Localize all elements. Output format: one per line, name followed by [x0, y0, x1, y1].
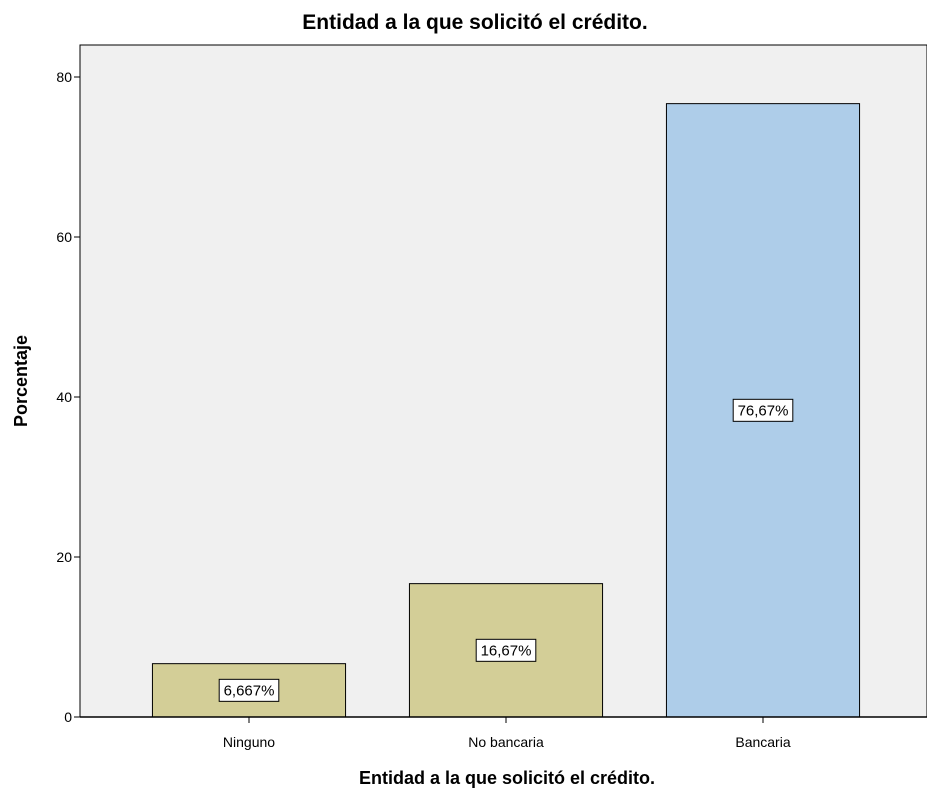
y-axis: 0 20 40 60 80	[56, 69, 80, 725]
x-tick-label: No bancaria	[468, 734, 544, 750]
x-tick-label: Bancaria	[735, 734, 790, 750]
y-tick-label: 40	[56, 389, 72, 405]
data-label-box	[475, 638, 537, 662]
data-label: 16,67%	[481, 642, 532, 659]
data-label-box	[732, 398, 794, 422]
y-tick-label: 80	[56, 69, 72, 85]
y-tick-label: 20	[56, 549, 72, 565]
data-label: 6,667%	[224, 682, 275, 699]
data-label-box	[218, 678, 280, 702]
y-tick-label: 60	[56, 229, 72, 245]
x-tick-label: Ninguno	[223, 734, 275, 750]
data-label: 76,67%	[738, 402, 789, 419]
y-axis-title: Porcentaje	[11, 335, 31, 427]
y-tick-label: 0	[64, 709, 72, 725]
bars-group: 6,667% 16,67% 76,67%	[151, 103, 861, 718]
chart-title: Entidad a la que solicitó el crédito.	[302, 11, 647, 34]
x-axis: Ninguno No bancaria Bancaria	[80, 716, 927, 750]
bar	[151, 663, 347, 718]
x-axis-title: Entidad a la que solicitó el crédito.	[359, 768, 655, 788]
